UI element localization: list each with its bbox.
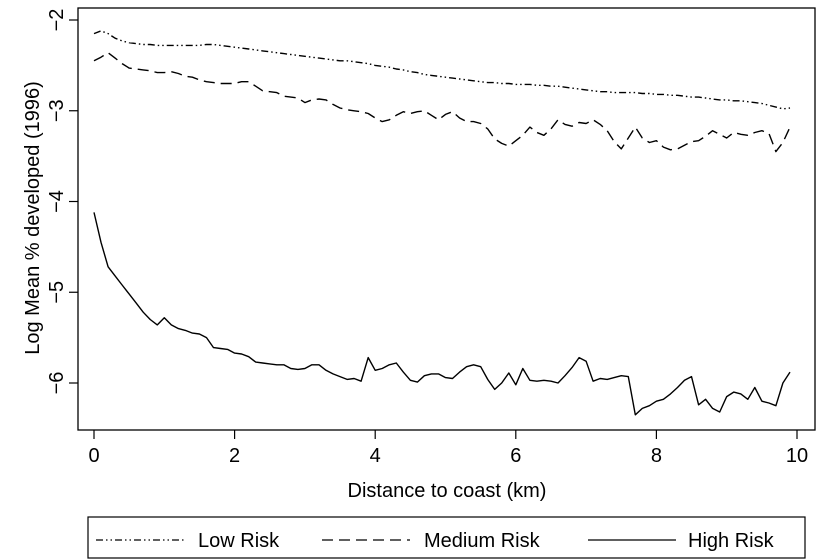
legend: Low Risk Medium Risk High Risk bbox=[87, 516, 806, 559]
y-tick-label: −5 bbox=[46, 281, 68, 304]
plot-area bbox=[93, 30, 791, 416]
x-tick-label: 10 bbox=[786, 445, 808, 467]
series-line-low-risk bbox=[93, 30, 791, 110]
y-tick-label: −2 bbox=[46, 9, 68, 32]
legend-label-high-risk: High Risk bbox=[688, 530, 775, 552]
legend-frame bbox=[87, 516, 806, 559]
series-line-high-risk bbox=[93, 212, 791, 416]
y-tick-label: −4 bbox=[46, 190, 68, 213]
y-tick-label: −3 bbox=[46, 99, 68, 122]
y-tick-label: −6 bbox=[46, 372, 68, 395]
x-tick-label: 0 bbox=[88, 445, 99, 467]
x-tick-label: 2 bbox=[229, 445, 240, 467]
x-tick-label: 6 bbox=[510, 445, 521, 467]
x-axis-ticks: 0 2 4 6 8 10 bbox=[88, 430, 808, 467]
legend-label-medium-risk: Medium Risk bbox=[424, 530, 541, 552]
y-axis-ticks: −2 −3 −4 −5 −6 bbox=[46, 9, 78, 395]
plot-frame bbox=[77, 7, 816, 431]
series-line-medium-risk bbox=[93, 52, 791, 153]
y-axis-label: Log Mean % developed (1996) bbox=[22, 81, 44, 355]
x-tick-label: 8 bbox=[651, 445, 662, 467]
x-axis-label: Distance to coast (km) bbox=[348, 480, 547, 502]
legend-label-low-risk: Low Risk bbox=[198, 530, 280, 552]
x-tick-label: 4 bbox=[370, 445, 381, 467]
